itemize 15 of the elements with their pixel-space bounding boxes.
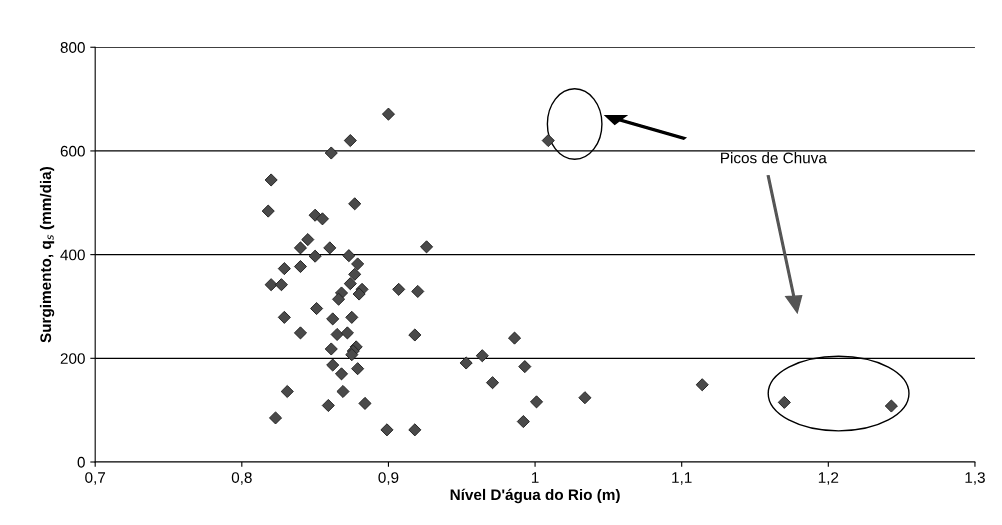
x-tick-label: 0,9 <box>378 472 399 485</box>
y-axis-title: Surgimento, q$_{s}$ (mm/dia) <box>39 167 55 343</box>
annotation: Picos de Chuva <box>721 152 827 164</box>
x-axis-title: Nível D'água do Rio (m) <box>450 488 620 504</box>
x-tick-label: 0,7 <box>85 472 106 485</box>
x-tick-label: 1 <box>531 472 539 483</box>
y-tick-label: 800 <box>60 42 85 53</box>
x-tick-label: 1,1 <box>672 472 692 485</box>
x-tick-label: 1,2 <box>818 472 839 485</box>
x-tick-label: 1,3 <box>965 472 985 485</box>
y-tick-label: 0 <box>77 456 85 468</box>
y-tick-label: 200 <box>60 353 85 364</box>
y-tick-label: 400 <box>60 249 85 261</box>
x-tick-label: 0,8 <box>231 472 252 485</box>
y-tick-label: 600 <box>60 145 85 157</box>
